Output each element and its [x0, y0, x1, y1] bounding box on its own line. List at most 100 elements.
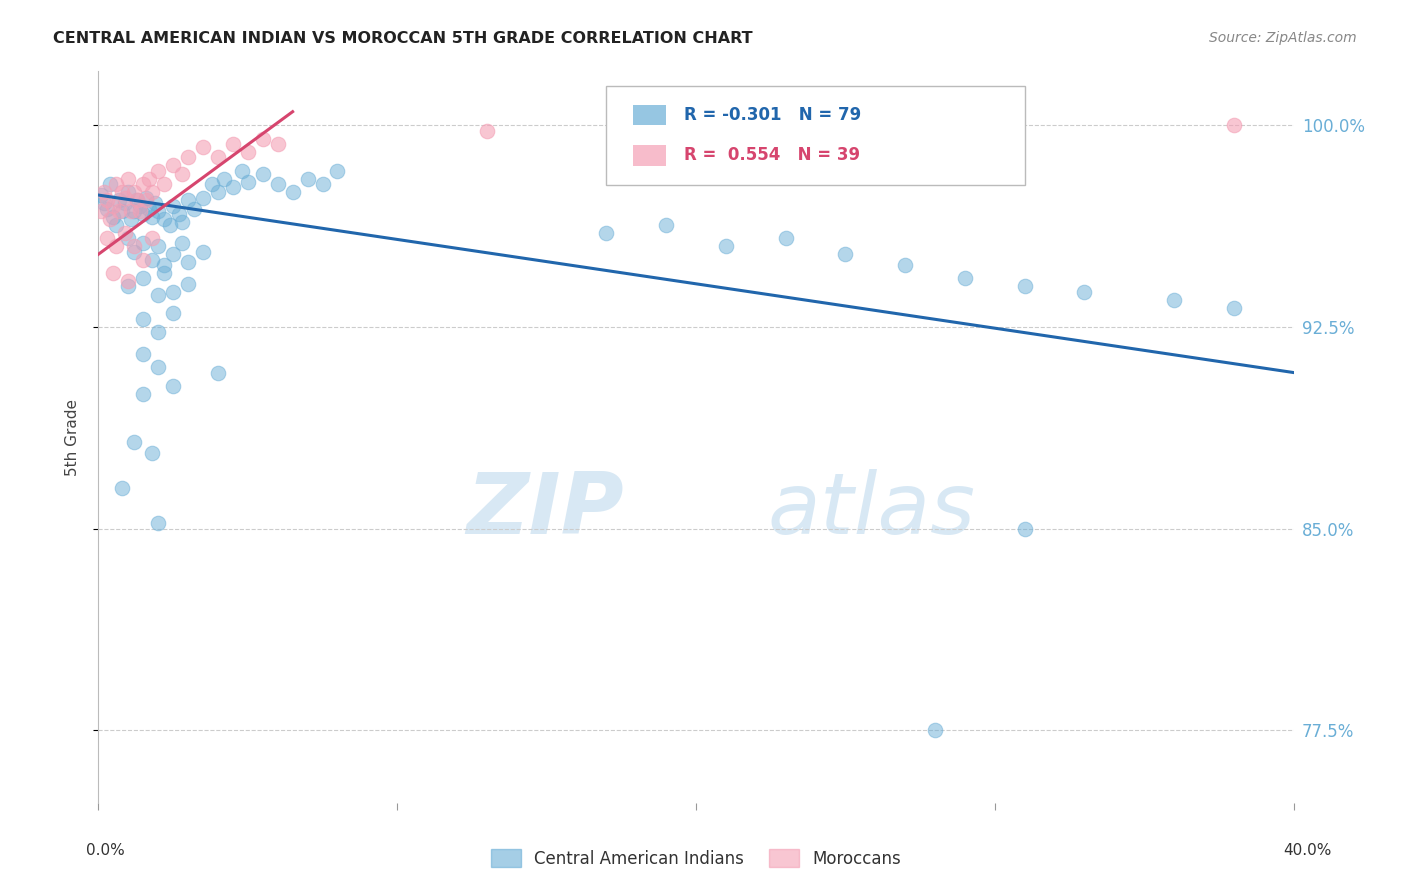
Point: [132, 387, 155, 401]
Point: [148, 204, 170, 219]
Point: [132, 311, 155, 326]
Point: [108, 194, 131, 208]
Point: [311, 178, 333, 192]
Text: Source: ZipAtlas.com: Source: ZipAtlas.com: [1209, 31, 1357, 45]
Point: [98, 212, 122, 227]
Point: [953, 271, 976, 285]
Point: [148, 516, 170, 530]
Point: [153, 266, 176, 280]
Point: [177, 150, 200, 164]
Point: [267, 136, 290, 151]
Point: [127, 194, 149, 208]
Point: [167, 207, 190, 221]
Text: 40.0%: 40.0%: [1284, 843, 1331, 858]
Point: [162, 379, 184, 393]
Point: [117, 274, 139, 288]
Point: [1163, 293, 1185, 307]
Point: [714, 239, 737, 253]
Point: [141, 210, 163, 224]
Point: [132, 207, 155, 221]
Point: [222, 180, 245, 194]
Point: [124, 239, 146, 253]
Point: [177, 277, 200, 291]
Point: [236, 175, 259, 189]
Point: [111, 186, 134, 200]
Point: [148, 325, 170, 339]
Point: [162, 285, 184, 299]
Point: [191, 191, 214, 205]
Point: [212, 172, 235, 186]
Point: [148, 360, 170, 375]
Point: [177, 194, 200, 208]
Point: [132, 252, 155, 267]
Point: [105, 218, 128, 232]
Point: [117, 186, 139, 200]
Point: [172, 215, 194, 229]
Point: [1014, 521, 1036, 535]
Point: [138, 202, 160, 216]
Point: [655, 218, 678, 232]
Point: [138, 172, 160, 186]
Point: [111, 204, 134, 219]
Point: [191, 139, 214, 153]
Point: [153, 178, 176, 192]
Point: [93, 196, 115, 211]
Point: [162, 247, 184, 261]
Point: [141, 231, 163, 245]
Point: [183, 202, 205, 216]
Legend: Central American Indians, Moroccans: Central American Indians, Moroccans: [491, 849, 901, 868]
Point: [153, 258, 176, 272]
Point: [281, 186, 304, 200]
Point: [207, 150, 229, 164]
Point: [834, 247, 856, 261]
Point: [105, 239, 128, 253]
Point: [595, 226, 617, 240]
Point: [159, 218, 181, 232]
Point: [132, 271, 155, 285]
Text: R = -0.301   N = 79: R = -0.301 N = 79: [685, 106, 862, 124]
Point: [117, 279, 139, 293]
Point: [148, 164, 170, 178]
Point: [267, 178, 290, 192]
Point: [162, 159, 184, 173]
Point: [326, 164, 349, 178]
Point: [252, 167, 274, 181]
Point: [129, 204, 152, 219]
Point: [103, 210, 125, 224]
Point: [222, 136, 245, 151]
Point: [475, 123, 498, 137]
Point: [141, 186, 163, 200]
Text: ZIP: ZIP: [467, 468, 624, 552]
Point: [117, 231, 139, 245]
Point: [124, 244, 146, 259]
Point: [90, 188, 112, 202]
Point: [148, 239, 170, 253]
Point: [207, 366, 229, 380]
Point: [120, 204, 142, 219]
Text: 0.0%: 0.0%: [86, 843, 125, 858]
Point: [120, 212, 142, 227]
Point: [177, 255, 200, 269]
Point: [111, 481, 134, 495]
Point: [96, 231, 118, 245]
Point: [148, 287, 170, 301]
Point: [124, 204, 146, 219]
Point: [153, 212, 176, 227]
Point: [236, 145, 259, 159]
Point: [132, 236, 155, 251]
Point: [775, 231, 797, 245]
FancyBboxPatch shape: [633, 145, 666, 166]
Point: [124, 186, 146, 200]
Point: [93, 186, 115, 200]
Point: [90, 204, 112, 219]
Point: [108, 204, 131, 219]
Point: [132, 347, 155, 361]
Point: [924, 723, 946, 738]
Point: [252, 131, 274, 145]
Point: [191, 244, 214, 259]
Point: [231, 164, 253, 178]
Text: CENTRAL AMERICAN INDIAN VS MOROCCAN 5TH GRADE CORRELATION CHART: CENTRAL AMERICAN INDIAN VS MOROCCAN 5TH …: [53, 31, 754, 46]
Point: [117, 172, 139, 186]
Point: [124, 435, 146, 450]
Point: [143, 196, 166, 211]
